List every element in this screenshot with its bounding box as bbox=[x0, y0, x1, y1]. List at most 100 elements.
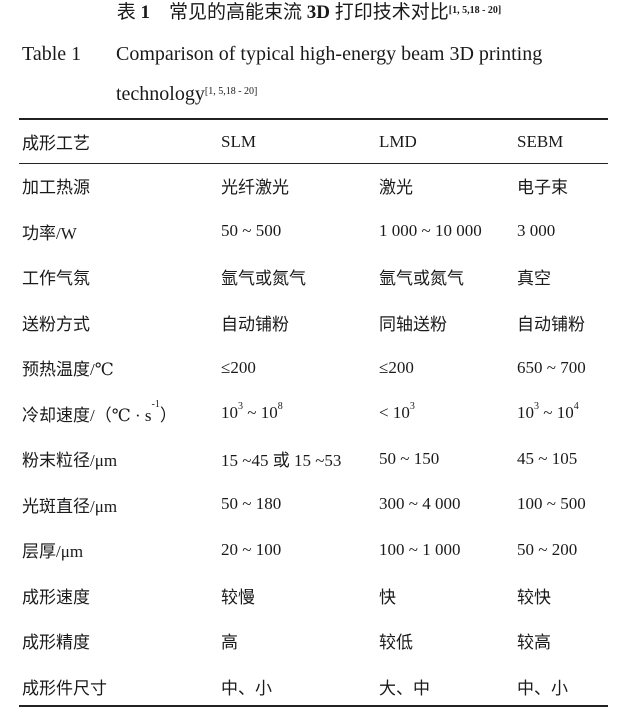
cell-text: 自动铺粉 bbox=[221, 314, 289, 334]
table-cell: 50 ~ 200 bbox=[517, 527, 608, 573]
caption-refs: [1, 5,18 - 20] bbox=[448, 5, 502, 16]
header-cell: 成形工艺 bbox=[22, 134, 90, 153]
table-row: 功率/W 50 ~ 500 1 000 ~ 10 000 3 000 bbox=[19, 209, 608, 255]
row-label-cell: 成形精度 bbox=[19, 618, 221, 664]
table-cell: 100 ~ 500 bbox=[517, 482, 608, 528]
cell-text: 50 ~ 180 bbox=[221, 494, 282, 514]
table-cell: 20 ~ 100 bbox=[221, 527, 379, 573]
cell-text: 100 ~ 1 000 bbox=[379, 539, 461, 559]
cell-text: 中、小 bbox=[517, 678, 568, 698]
cell-text: 10 bbox=[517, 403, 534, 423]
table-cell: 50 ~ 180 bbox=[221, 482, 379, 528]
table-cell: 中、小 bbox=[517, 664, 608, 710]
cell-text: 同轴送粉 bbox=[379, 314, 447, 334]
table-cell: 同轴送粉 bbox=[379, 300, 517, 346]
cell-text: 冷却速度/（℃ · s bbox=[22, 405, 152, 425]
cell-text: 粉末粒径/μm bbox=[22, 451, 118, 471]
table-cell: 15 ~45 或 15 ~53 bbox=[221, 436, 379, 482]
cell-text: ） bbox=[159, 405, 177, 425]
cell-text: 高 bbox=[221, 633, 238, 653]
cell-text: 光纤激光 bbox=[221, 178, 289, 198]
cell-text: 激光 bbox=[379, 178, 413, 198]
header-rule bbox=[19, 163, 608, 164]
row-label-cell: 送粉方式 bbox=[19, 300, 221, 346]
table-cell: < 103 bbox=[379, 391, 517, 437]
row-label-cell: 预热温度/℃ bbox=[19, 345, 221, 391]
table-cell: 电子束 bbox=[517, 163, 608, 209]
bottom-rule bbox=[19, 705, 608, 707]
table-cell: ≤200 bbox=[221, 345, 379, 391]
header-cell: SLM bbox=[221, 131, 256, 151]
table-cell: 103 ~ 104 bbox=[517, 391, 608, 437]
caption-title-part1: 常见的高能束流 bbox=[169, 2, 303, 23]
table-cell: 真空 bbox=[517, 254, 608, 300]
table-cell: ≤200 bbox=[379, 345, 517, 391]
table-cell: 氩气或氮气 bbox=[221, 254, 379, 300]
header-cell: LMD bbox=[379, 131, 417, 151]
table-row: 成形速度 较慢 快 较快 bbox=[19, 573, 608, 619]
cell-text: 快 bbox=[379, 587, 396, 607]
cell-text: < 10 bbox=[379, 403, 410, 423]
top-rule bbox=[19, 118, 608, 120]
cell-text: 光斑直径/μm bbox=[22, 496, 118, 516]
table-row: 成形件尺寸 中、小 大、中 中、小 bbox=[19, 664, 608, 710]
table-cell: 大、中 bbox=[379, 664, 517, 710]
table-cell: 50 ~ 500 bbox=[221, 209, 379, 255]
table-cell: 较高 bbox=[517, 618, 608, 664]
table-cell: 103 ~ 108 bbox=[221, 391, 379, 437]
cell-text: ~ 10 bbox=[539, 403, 574, 423]
table-row: 加工热源 光纤激光 激光 电子束 bbox=[19, 163, 608, 209]
row-label-cell: 粉末粒径/μm bbox=[19, 436, 221, 482]
row-label-cell: 成形件尺寸 bbox=[19, 664, 221, 710]
table-caption-chinese: 表 1 常见的高能束流 3D 打印技术对比[1, 5,18 - 20] bbox=[0, 0, 618, 26]
cell-text: 成形精度 bbox=[22, 633, 90, 653]
superscript: 4 bbox=[573, 401, 579, 413]
cell-text: 工作气氛 bbox=[22, 269, 90, 289]
cell-text: 中、小 bbox=[221, 678, 272, 698]
row-label-cell: 冷却速度/（℃ · s-1） bbox=[19, 391, 221, 437]
cell-text: 送粉方式 bbox=[22, 314, 90, 334]
cell-text: 成形速度 bbox=[22, 587, 90, 607]
table-cell: 光纤激光 bbox=[221, 163, 379, 209]
cell-text: 650 ~ 700 bbox=[517, 357, 586, 377]
cell-text: ≤200 bbox=[221, 357, 256, 377]
table-row: 光斑直径/μm 50 ~ 180 300 ~ 4 000 100 ~ 500 bbox=[19, 482, 608, 528]
table-row: 送粉方式 自动铺粉 同轴送粉 自动铺粉 bbox=[19, 300, 608, 346]
cell-text: 大、中 bbox=[379, 678, 430, 698]
table-cell: 1 000 ~ 10 000 bbox=[379, 209, 517, 255]
row-label-cell: 层厚/μm bbox=[19, 527, 221, 573]
table-cell: 50 ~ 150 bbox=[379, 436, 517, 482]
table-caption-english-line2: technology[1, 5,18 - 20] bbox=[116, 80, 257, 108]
cell-text: 真空 bbox=[517, 269, 551, 289]
header-row: 成形工艺 SLM LMD SEBM bbox=[19, 120, 608, 163]
cell-text: 1 000 ~ 10 000 bbox=[379, 221, 482, 241]
cell-text: 45 ~ 105 bbox=[517, 448, 578, 468]
row-label-cell: 加工热源 bbox=[19, 163, 221, 209]
table-row: 层厚/μm 20 ~ 100 100 ~ 1 000 50 ~ 200 bbox=[19, 527, 608, 573]
superscript: 3 bbox=[534, 401, 539, 413]
superscript: 3 bbox=[409, 401, 415, 413]
cell-text: 50 ~ 500 bbox=[221, 221, 282, 241]
cell-text: 50 ~ 150 bbox=[379, 448, 440, 468]
superscript: -1 bbox=[151, 398, 160, 410]
caption-title-bold: 3D bbox=[306, 2, 330, 23]
caption-number: 1 bbox=[140, 2, 151, 23]
table-cell: 650 ~ 700 bbox=[517, 345, 608, 391]
row-label-cell: 工作气氛 bbox=[19, 254, 221, 300]
caption-title-part2: 打印技术对比 bbox=[334, 2, 449, 23]
table-cell: 300 ~ 4 000 bbox=[379, 482, 517, 528]
table-row: 冷却速度/（℃ · s-1） 103 ~ 108 < 103 103 ~ 104 bbox=[19, 391, 608, 437]
superscript: 3 bbox=[238, 401, 243, 413]
table-row: 工作气氛 氩气或氮气 氩气或氮气 真空 bbox=[19, 254, 608, 300]
cell-text: 预热温度/℃ bbox=[22, 360, 114, 380]
table-cell: 中、小 bbox=[221, 664, 379, 710]
table-row: 粉末粒径/μm 15 ~45 或 15 ~53 50 ~ 150 45 ~ 105 bbox=[19, 436, 608, 482]
table-cell: 快 bbox=[379, 573, 517, 619]
table-cell: 3 000 bbox=[517, 209, 608, 255]
table-cell: 45 ~ 105 bbox=[517, 436, 608, 482]
cell-text: 3 000 bbox=[517, 221, 556, 241]
cell-text: 自动铺粉 bbox=[517, 314, 585, 334]
caption-en-label: Table 1 bbox=[22, 43, 82, 65]
cell-text: 氩气或氮气 bbox=[221, 269, 306, 289]
cell-text: 成形件尺寸 bbox=[22, 678, 107, 698]
